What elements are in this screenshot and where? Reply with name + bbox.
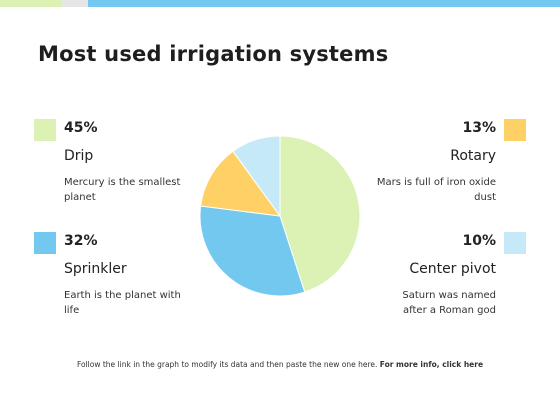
legend-percent-sprinkler: 32% — [64, 233, 98, 249]
legend-percent-drip: 45% — [64, 120, 98, 136]
pie-slice-center-pivot[interactable] — [232, 135, 281, 218]
legend-swatch-sprinkler — [34, 232, 56, 254]
legend-percent-rotary: 13% — [462, 120, 496, 136]
legend-swatch-drip — [34, 119, 56, 141]
legend-desc-rotary: Mars is full of iron oxide dust — [376, 177, 496, 203]
legend-swatch-rotary — [504, 119, 526, 141]
accent-segment-gray — [62, 0, 88, 7]
top-accent-bar — [0, 0, 560, 7]
legend-desc-center-pivot: Saturn was named after a Roman god — [402, 290, 496, 316]
accent-segment-green — [0, 0, 62, 7]
legend-percent-center-pivot: 10% — [462, 233, 496, 249]
legend-desc-sprinkler: Earth is the planet with life — [64, 290, 181, 316]
chart-title: Most used irrigation systems — [38, 42, 389, 66]
more-info-link[interactable]: For more info, click here — [379, 360, 484, 369]
legend-label-rotary: Rotary — [450, 148, 496, 164]
footer-note: Follow the link in the graph to modify i… — [0, 360, 560, 369]
pie-slice-drip[interactable] — [279, 135, 361, 293]
legend-swatch-center-pivot — [504, 232, 526, 254]
legend-desc-drip: Mercury is the smallest planet — [64, 177, 181, 203]
legend-label-center-pivot: Center pivot — [409, 261, 496, 277]
footer-text: Follow the link in the graph to modify i… — [76, 360, 378, 369]
pie-chart[interactable] — [198, 134, 362, 298]
pie-slice-rotary[interactable] — [200, 150, 282, 217]
legend-label-sprinkler: Sprinkler — [64, 261, 127, 277]
accent-segment-blue — [88, 0, 560, 7]
legend-label-drip: Drip — [64, 148, 94, 164]
pie-slice-sprinkler[interactable] — [199, 205, 306, 297]
